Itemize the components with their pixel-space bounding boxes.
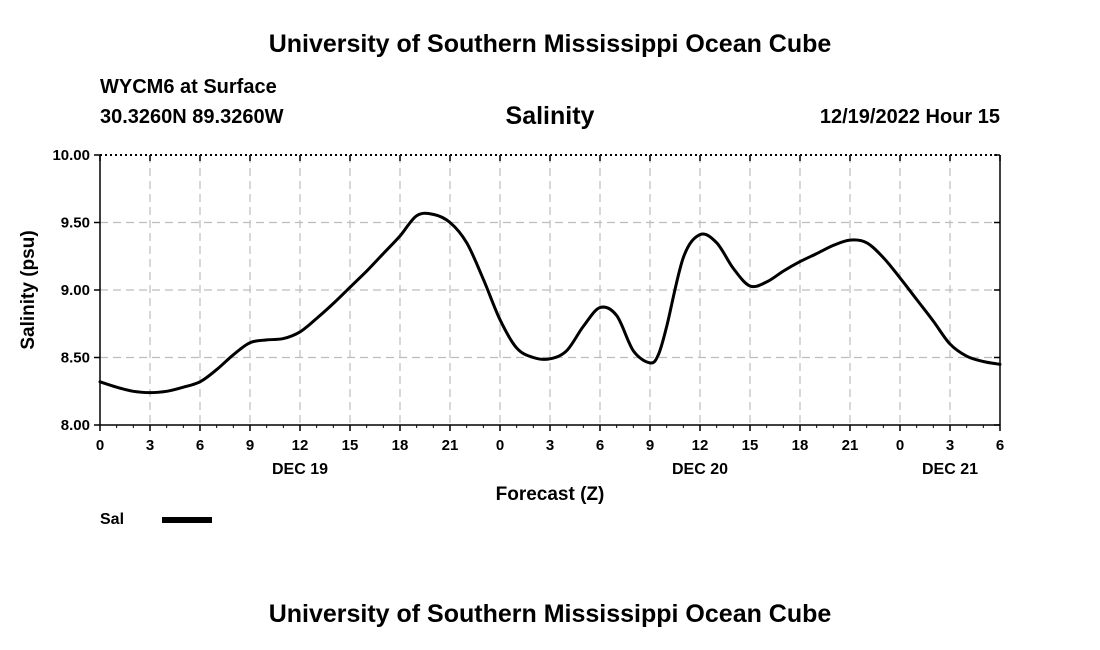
x-tick-label: 18 bbox=[792, 437, 809, 454]
y-tick-label: 9.00 bbox=[61, 282, 90, 299]
x-tick-label: 12 bbox=[292, 437, 309, 454]
station-name: WYCM6 at Surface bbox=[100, 76, 277, 98]
day-label: DEC 20 bbox=[672, 461, 728, 478]
y-tick-label: 8.50 bbox=[61, 350, 90, 367]
station-coords: 30.3260N 89.3260W bbox=[100, 106, 284, 128]
y-tick-label: 8.00 bbox=[61, 417, 90, 434]
x-tick-label: 12 bbox=[692, 437, 709, 454]
x-tick-label: 3 bbox=[946, 437, 954, 454]
y-axis-label: Salinity (psu) bbox=[18, 230, 39, 349]
page-title-top: University of Southern Mississippi Ocean… bbox=[268, 30, 832, 58]
x-tick-label: 3 bbox=[546, 437, 554, 454]
day-label: DEC 21 bbox=[922, 461, 978, 478]
x-tick-label: 0 bbox=[896, 437, 904, 454]
x-tick-label: 6 bbox=[196, 437, 204, 454]
chart-title: Salinity bbox=[506, 102, 595, 130]
x-tick-label: 18 bbox=[392, 437, 409, 454]
x-tick-label: 15 bbox=[742, 437, 759, 454]
day-label: DEC 19 bbox=[272, 461, 328, 478]
y-tick-label: 10.00 bbox=[52, 147, 90, 164]
x-tick-label: 21 bbox=[842, 437, 859, 454]
series-line-sal bbox=[98, 211, 1002, 395]
x-tick-label: 9 bbox=[646, 437, 654, 454]
x-tick-label: 15 bbox=[342, 437, 359, 454]
x-tick-label: 6 bbox=[996, 437, 1004, 454]
legend-swatch bbox=[162, 517, 212, 523]
page-title-bottom: University of Southern Mississippi Ocean… bbox=[268, 600, 832, 628]
x-tick-label: 6 bbox=[596, 437, 604, 454]
x-axis-label: Forecast (Z) bbox=[496, 484, 605, 505]
x-tick-label: 3 bbox=[146, 437, 154, 454]
x-tick-label: 0 bbox=[496, 437, 504, 454]
legend-label: Sal bbox=[100, 511, 125, 528]
x-tick-label: 21 bbox=[442, 437, 459, 454]
x-tick-label: 0 bbox=[96, 437, 104, 454]
run-time: 12/19/2022 Hour 15 bbox=[819, 106, 1000, 128]
x-tick-label: 9 bbox=[246, 437, 254, 454]
y-tick-label: 9.50 bbox=[61, 215, 90, 232]
